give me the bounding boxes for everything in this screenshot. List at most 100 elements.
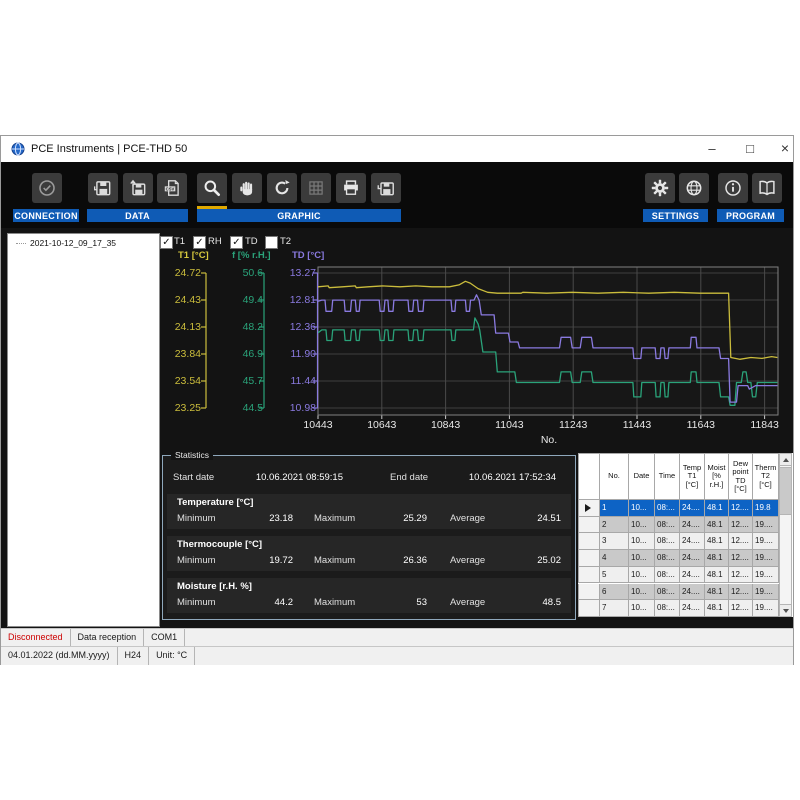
table-cell[interactable]: 48.1 [705, 583, 729, 601]
table-header-cell[interactable]: Time [655, 453, 680, 500]
table-cell[interactable]: 12.... [729, 583, 753, 601]
table-cell[interactable]: 2 [600, 516, 629, 534]
zoom-tool-button[interactable] [197, 173, 227, 203]
row-selector-cell[interactable] [578, 583, 600, 601]
table-cell[interactable]: 19.... [753, 566, 779, 584]
table-cell[interactable]: 24.... [680, 566, 705, 584]
table-cell[interactable]: 10... [629, 583, 655, 601]
info-button[interactable] [718, 173, 748, 203]
table-cell[interactable]: 12.... [729, 566, 753, 584]
row-selector-cell[interactable] [578, 516, 600, 534]
table-cell[interactable]: 24.... [680, 550, 705, 567]
connect-button[interactable] [32, 173, 62, 203]
settings-button[interactable] [645, 173, 675, 203]
y-tick-label: 50.6 [242, 266, 263, 279]
table-cell[interactable]: 24.... [680, 500, 705, 517]
table-cell[interactable]: 08:... [655, 583, 680, 601]
table-cell[interactable]: 6 [600, 583, 629, 601]
series-checkbox-T2[interactable] [265, 236, 278, 249]
table-cell[interactable]: 10... [629, 500, 655, 517]
pan-hand-icon [240, 181, 253, 196]
series-checkbox-TD[interactable]: ✓ [230, 236, 243, 249]
table-cell[interactable]: 12.... [729, 500, 753, 517]
table-cell[interactable]: 08:... [655, 516, 680, 534]
table-cell[interactable]: 10... [629, 550, 655, 567]
series-checkbox-T1[interactable]: ✓ [160, 236, 173, 249]
table-cell[interactable]: 19.8 [753, 500, 779, 517]
y-tick-label: 13.27 [289, 266, 316, 279]
scroll-up-button[interactable] [779, 453, 792, 466]
chart-plot[interactable] [160, 228, 794, 450]
table-header-cell[interactable]: Temp T1 [°C] [680, 453, 705, 500]
table-cell[interactable]: 12.... [729, 600, 753, 617]
table-cell[interactable]: 48.1 [705, 533, 729, 551]
table-cell[interactable]: 24.... [680, 516, 705, 534]
row-selector-cell[interactable] [578, 533, 600, 551]
table-cell[interactable]: 19.... [753, 583, 779, 601]
row-selector-cell[interactable] [578, 600, 600, 617]
tree-item-dataset[interactable]: 2021-10-12_09_17_35 [8, 234, 159, 248]
row-selector-cell[interactable] [578, 550, 600, 567]
csv-export-button[interactable]: CSV [157, 173, 187, 203]
table-cell[interactable]: 12.... [729, 516, 753, 534]
table-cell[interactable]: 08:... [655, 566, 680, 584]
table-cell[interactable]: 10... [629, 566, 655, 584]
table-cell[interactable]: 10... [629, 600, 655, 617]
minimize-button[interactable]: – [708, 141, 716, 156]
table-cell[interactable]: 08:... [655, 533, 680, 551]
table-header-cell[interactable]: Dew point TD [°C] [729, 453, 753, 500]
pan-tool-button[interactable] [232, 173, 262, 203]
save-data-button[interactable] [88, 173, 118, 203]
table-cell[interactable]: 08:... [655, 550, 680, 567]
y-tick-label: 46.9 [242, 347, 263, 360]
stat-max-value: 26.36 [403, 555, 427, 566]
table-cell[interactable]: 24.... [680, 600, 705, 617]
series-checkbox-label: T1 [174, 236, 186, 247]
group-label-graphic: GRAPHIC [197, 209, 401, 222]
status-bar-format: 04.01.2022 (dd.MM.yyyy) H24 Unit: °C [1, 646, 793, 665]
table-cell[interactable]: 12.... [729, 550, 753, 567]
row-selector-cell[interactable] [578, 500, 600, 517]
scrollbar-thumb[interactable] [779, 467, 792, 515]
reset-view-button[interactable] [267, 173, 297, 203]
table-header-cell[interactable]: Moist [% r.H.] [705, 453, 729, 500]
stats-section: Moisture [r.H. %] Minimum 44.2 Maximum 53 Ave… [167, 578, 571, 613]
series-checkbox-RH[interactable]: ✓ [193, 236, 206, 249]
table-cell[interactable]: 48.1 [705, 566, 729, 584]
table-header-cell[interactable]: Date [629, 453, 655, 500]
table-cell[interactable]: 19.... [753, 550, 779, 567]
table-cell[interactable]: 48.1 [705, 550, 729, 567]
table-cell[interactable]: 4 [600, 550, 629, 567]
table-cell[interactable]: 7 [600, 600, 629, 617]
table-cell[interactable]: 24.... [680, 533, 705, 551]
table-cell[interactable]: 10... [629, 516, 655, 534]
status-segment: Data reception [71, 629, 145, 647]
manual-button[interactable] [752, 173, 782, 203]
save-graphic-button[interactable] [371, 173, 401, 203]
table-cell[interactable]: 24.... [680, 583, 705, 601]
row-selector-cell[interactable] [578, 566, 600, 584]
table-cell[interactable]: 19.... [753, 516, 779, 534]
table-cell[interactable]: 1 [600, 500, 629, 517]
table-cell[interactable]: 12.... [729, 533, 753, 551]
table-header-cell[interactable]: No. [600, 453, 629, 500]
close-button[interactable]: × [780, 140, 790, 156]
table-cell[interactable]: 48.1 [705, 600, 729, 617]
table-cell[interactable]: 19.... [753, 600, 779, 617]
table-header-cell[interactable]: Therm T2 [°C] [753, 453, 779, 500]
table-cell[interactable]: 19.... [753, 533, 779, 551]
table-cell[interactable]: 08:... [655, 500, 680, 517]
scroll-down-button[interactable] [779, 603, 792, 617]
grid-toggle-button[interactable] [301, 173, 331, 203]
export-data-button[interactable] [123, 173, 153, 203]
table-cell[interactable]: 10... [629, 533, 655, 551]
table-cell[interactable]: 08:... [655, 600, 680, 617]
print-button[interactable] [336, 173, 366, 203]
y-tick-label: 48.2 [242, 320, 263, 333]
maximize-button[interactable]: □ [746, 141, 754, 156]
language-button[interactable] [679, 173, 709, 203]
table-cell[interactable]: 3 [600, 533, 629, 551]
table-cell[interactable]: 5 [600, 566, 629, 584]
table-cell[interactable]: 48.1 [705, 516, 729, 534]
table-cell[interactable]: 48.1 [705, 500, 729, 517]
